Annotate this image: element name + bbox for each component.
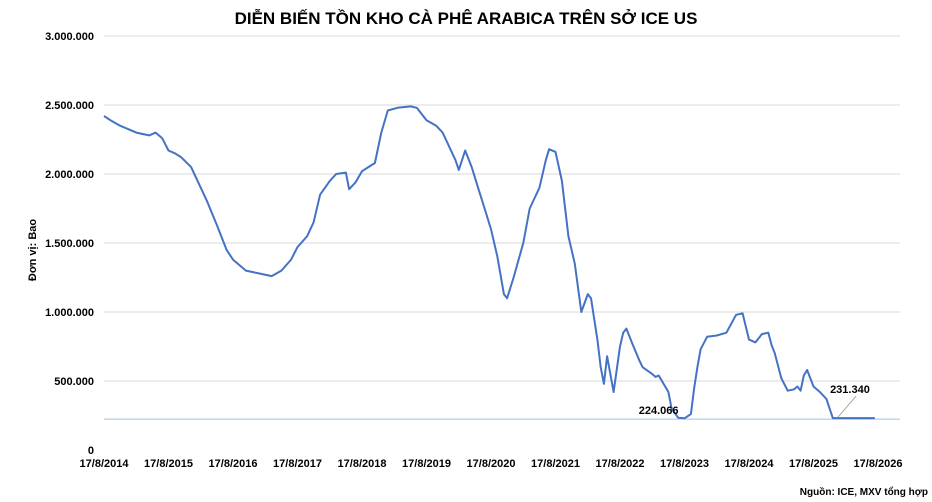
x-tick-label: 17/8/2018 — [338, 458, 387, 470]
y-tick-label: 2.500.000 — [45, 100, 94, 112]
y-axis: 0 500.000 1.000.000 1.500.000 2.000.000 2.500… — [45, 31, 94, 457]
x-tick-label: 17/8/2024 — [725, 458, 775, 470]
x-tick-label: 17/8/2017 — [273, 458, 322, 470]
chart-title: DIỄN BIẾN TỒN KHO CÀ PHÊ ARABICA TRÊN SỞ… — [235, 9, 698, 28]
data-label: 224.066 — [639, 405, 679, 417]
x-tick-label: 17/8/2022 — [596, 458, 645, 470]
x-tick-label: 17/8/2021 — [531, 458, 580, 470]
x-tick-label: 17/8/2025 — [789, 458, 838, 470]
leader-line — [837, 395, 857, 418]
y-tick-label: 0 — [88, 445, 94, 457]
y-tick-label: 1.000.000 — [45, 307, 94, 319]
x-axis: 17/8/2014 17/8/2015 17/8/2016 17/8/2017 17/8… — [80, 458, 903, 470]
series-line — [103, 105, 875, 420]
source-note: Nguồn: ICE, MXV tổng hợp — [800, 486, 928, 498]
y-tick-label: 3.000.000 — [45, 31, 94, 43]
x-tick-label: 17/8/2020 — [467, 458, 516, 470]
x-tick-label: 17/8/2014 — [80, 458, 130, 470]
data-label: 231.340 — [830, 384, 870, 396]
x-tick-label: 17/8/2015 — [144, 458, 193, 470]
y-tick-label: 1.500.000 — [45, 238, 94, 250]
x-tick-label: 17/8/2019 — [402, 458, 451, 470]
grid — [104, 35, 900, 382]
annotations: 224.066 231.340 — [639, 384, 870, 418]
y-tick-label: 500.000 — [54, 376, 94, 388]
x-tick-label: 17/8/2026 — [854, 458, 903, 470]
x-tick-label: 17/8/2023 — [660, 458, 709, 470]
y-axis-label: Đơn vị: Bao — [27, 219, 39, 281]
x-tick-label: 17/8/2016 — [209, 458, 258, 470]
series — [103, 105, 875, 420]
y-tick-label: 2.000.000 — [45, 169, 94, 181]
